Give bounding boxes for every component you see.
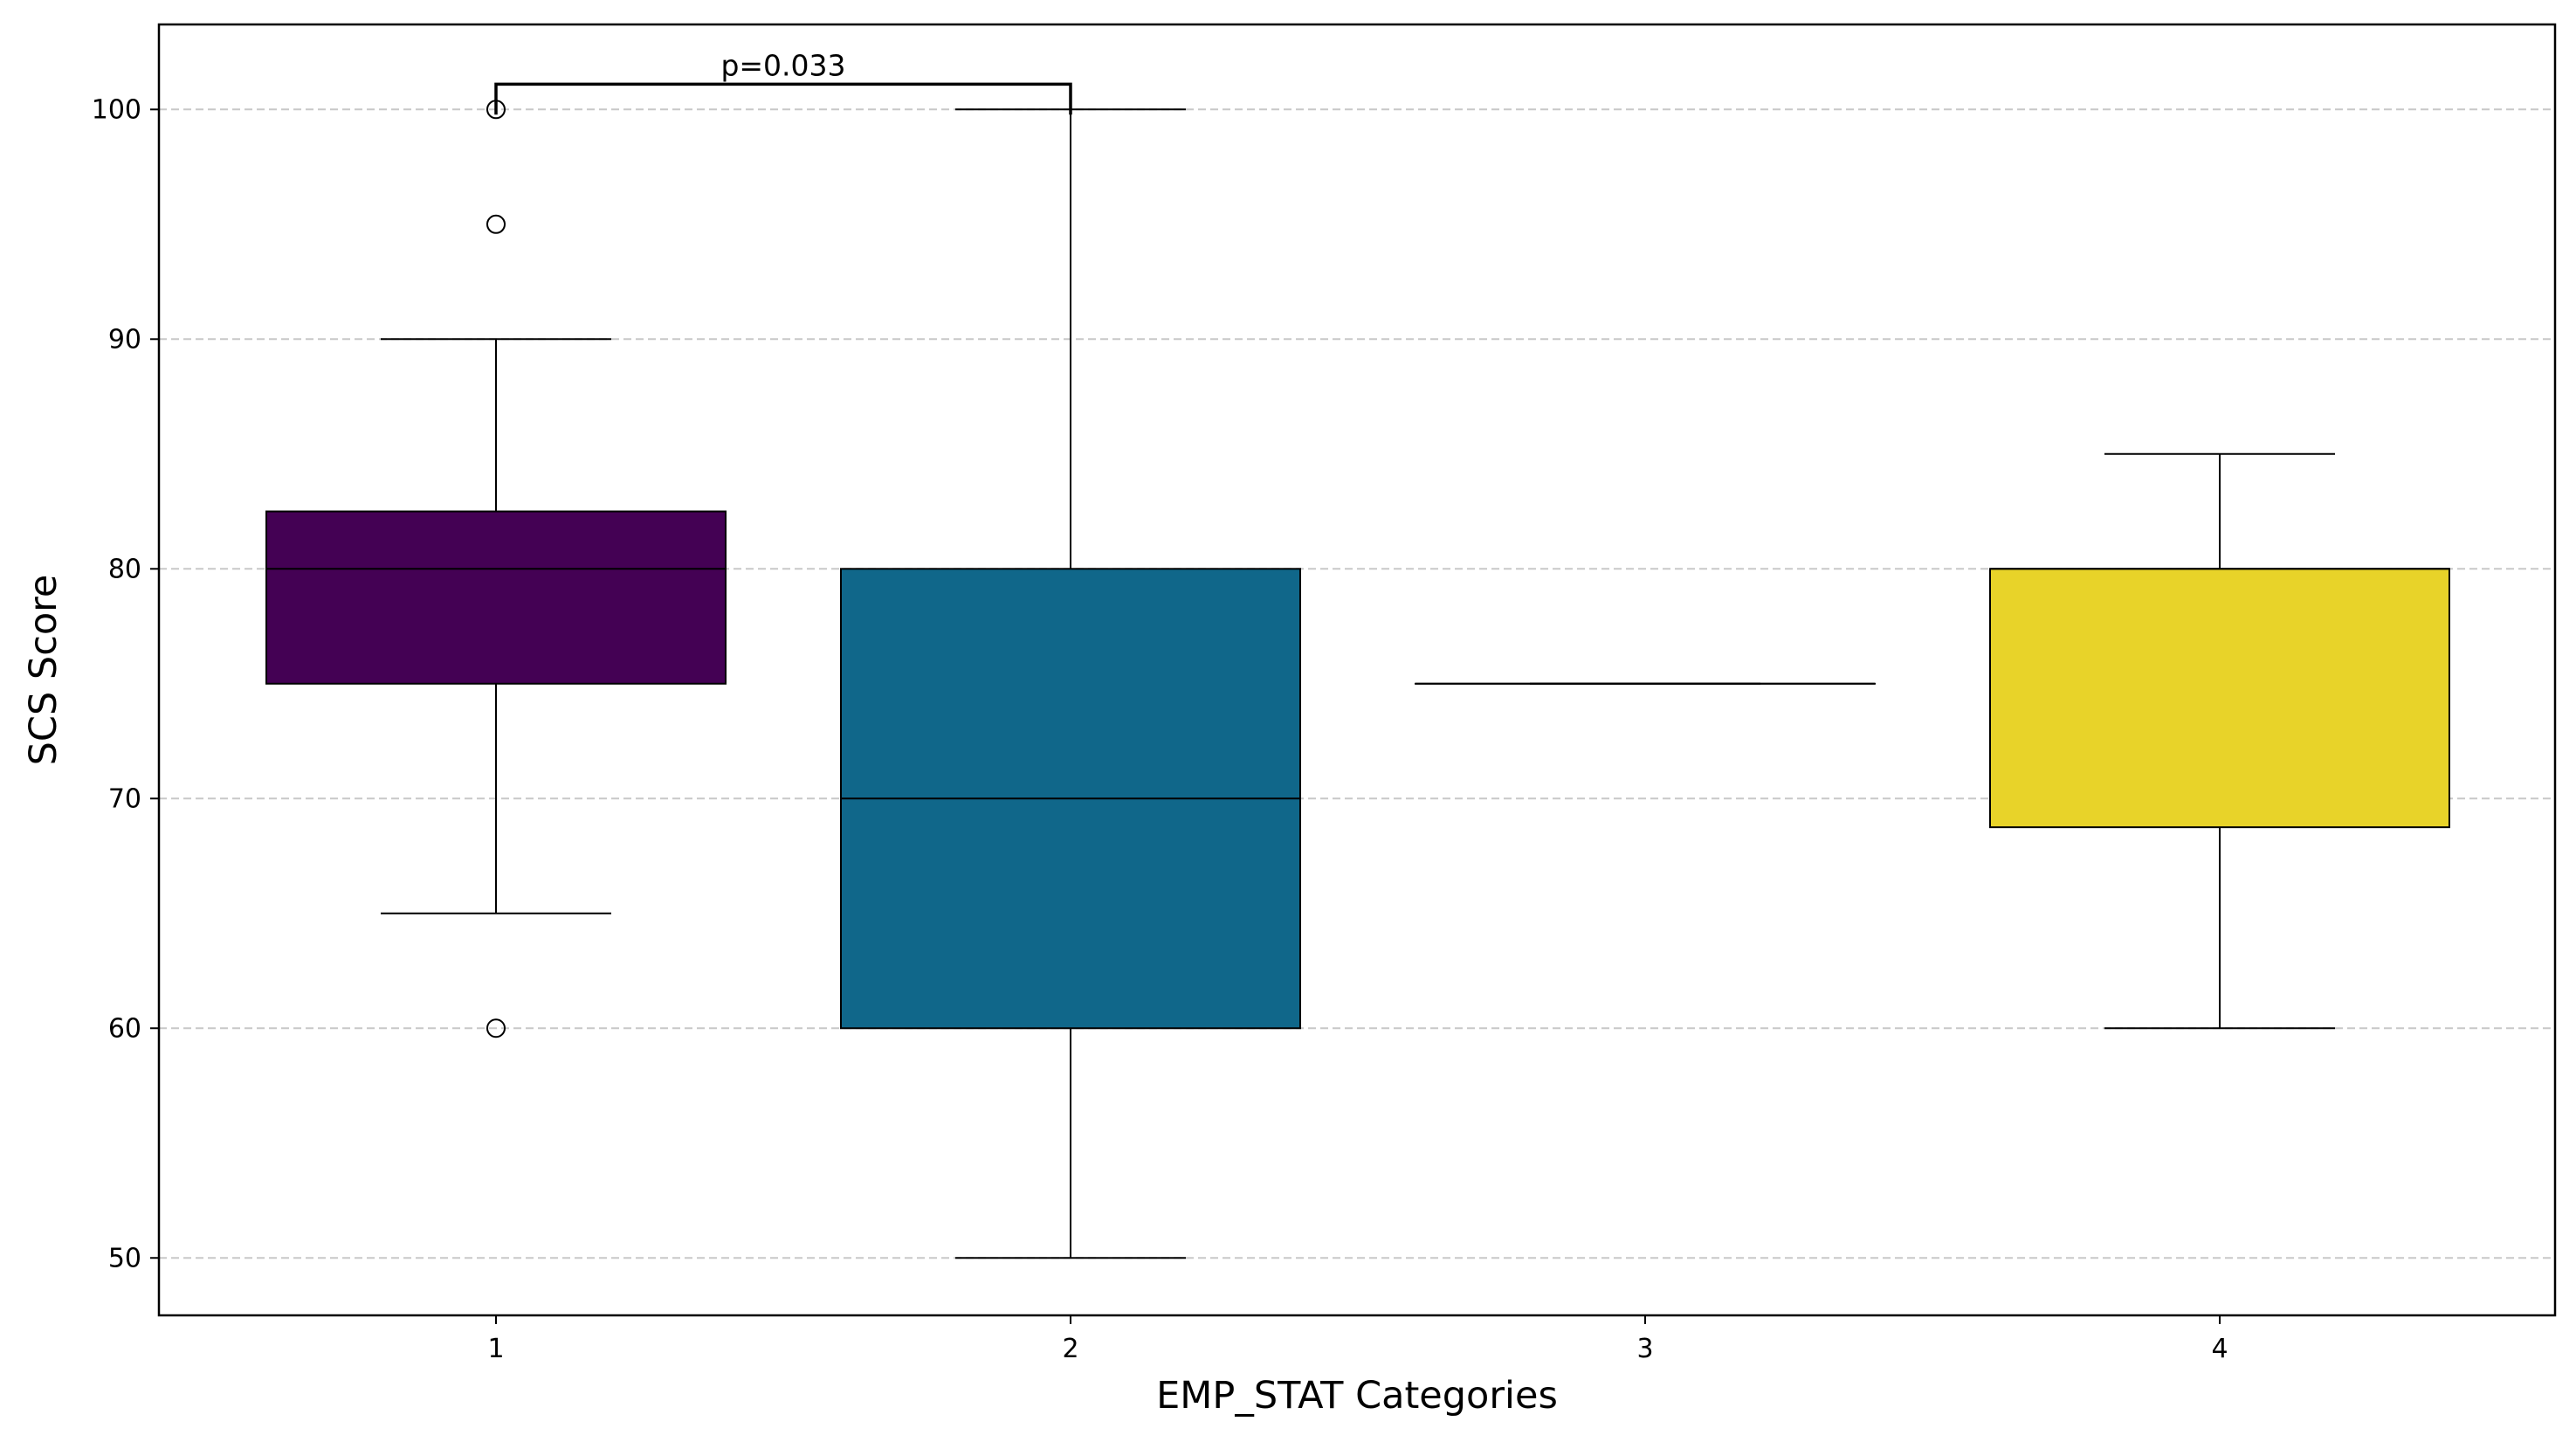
y-tick-label: 90 bbox=[108, 324, 141, 355]
x-tick-label: 1 bbox=[487, 1334, 504, 1364]
significance-bracket: p=0.033 bbox=[494, 48, 1072, 115]
box-category-4 bbox=[1989, 452, 2450, 1030]
iqr-box bbox=[265, 510, 727, 685]
y-tick-label: 70 bbox=[108, 783, 141, 814]
y-tick-label: 100 bbox=[92, 94, 141, 125]
outlier-point bbox=[486, 1018, 506, 1038]
y-tick-label: 60 bbox=[108, 1013, 141, 1044]
boxes bbox=[265, 100, 2450, 1259]
y-tick-label: 50 bbox=[108, 1243, 141, 1273]
x-axis-label: EMP_STAT Categories bbox=[1156, 1374, 1558, 1418]
x-tick-label: 3 bbox=[1636, 1334, 1653, 1364]
x-tick-label: 2 bbox=[1062, 1334, 1078, 1364]
bracket-line bbox=[494, 82, 1072, 115]
box-category-2 bbox=[840, 108, 1301, 1259]
x-tick-label: 4 bbox=[2211, 1334, 2228, 1364]
y-tick-label: 80 bbox=[108, 554, 141, 584]
ticks: 50 60 70 80 90 100 1 2 3 4 bbox=[92, 94, 2228, 1364]
box-category-1 bbox=[265, 100, 727, 1038]
p-value-label: p=0.033 bbox=[720, 48, 845, 82]
annotations: p=0.033 bbox=[494, 48, 1072, 115]
plot-frame bbox=[157, 23, 2557, 1317]
y-axis-label: SCS Score bbox=[22, 575, 65, 766]
outlier-point bbox=[486, 214, 506, 234]
iqr-box bbox=[1989, 568, 2450, 829]
